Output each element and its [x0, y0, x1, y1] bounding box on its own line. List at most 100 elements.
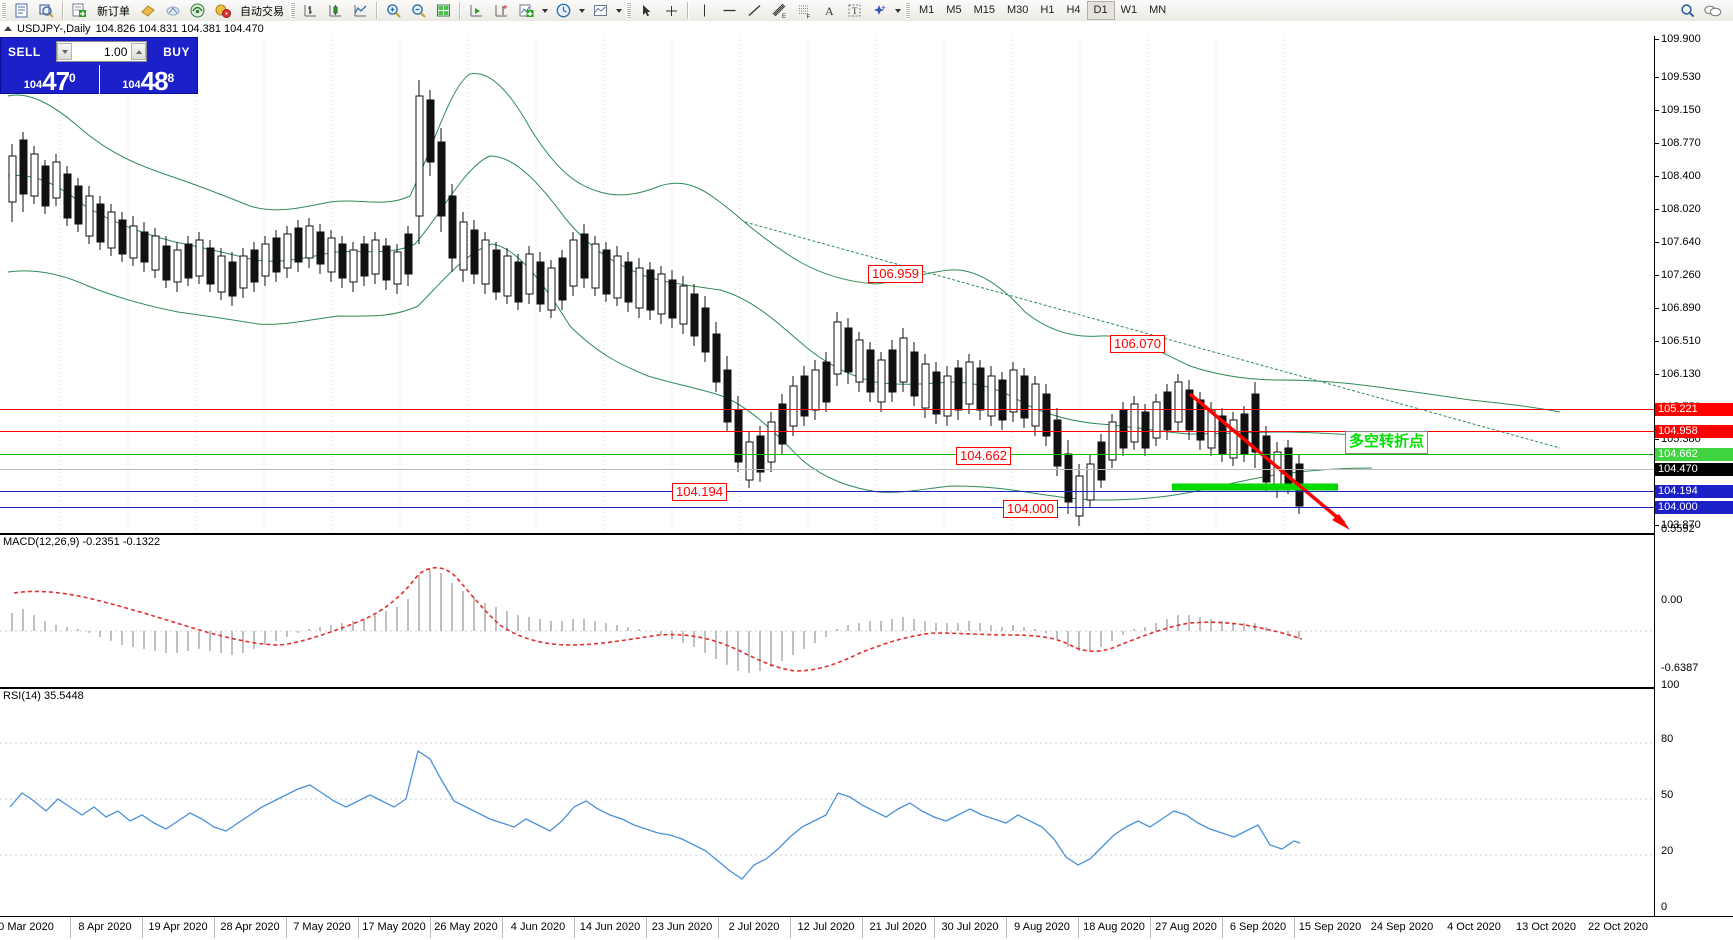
- rsi-pane[interactable]: RSI(14) 35.5448: [0, 687, 1655, 940]
- new-order-icon[interactable]: [67, 1, 92, 20]
- price-tag-104000[interactable]: 104.000: [1655, 501, 1733, 514]
- price-tick: 108.400: [1655, 170, 1701, 182]
- volume-increase-button[interactable]: [131, 43, 147, 60]
- price-tag-105221[interactable]: 105.221: [1655, 403, 1733, 416]
- auto-trading-button[interactable]: 自动交易: [240, 5, 284, 18]
- price-tick: 107.640: [1655, 236, 1701, 248]
- data-window-icon[interactable]: [34, 1, 59, 20]
- equidistant-channel-icon[interactable]: E: [767, 1, 792, 20]
- timeframe-d1[interactable]: D1: [1086, 1, 1115, 20]
- time-tick: 27 Aug 2020: [1155, 921, 1217, 933]
- tile-windows-icon[interactable]: [431, 1, 456, 20]
- timeframe-h4[interactable]: H4: [1066, 4, 1081, 16]
- candlestick-chart-icon[interactable]: [323, 1, 348, 20]
- toolbar-grip-2[interactable]: [290, 2, 295, 19]
- templates-icon[interactable]: [588, 1, 613, 20]
- annotation-106070[interactable]: 106.070: [1110, 335, 1165, 353]
- buy-button[interactable]: 104 48 8: [98, 65, 198, 96]
- buy-price-main: 48: [140, 66, 169, 96]
- price-tag-104662[interactable]: 104.662: [1655, 448, 1733, 461]
- price-chart-svg: [7, 36, 1561, 531]
- level-line-104958[interactable]: [0, 431, 1655, 432]
- price-tag-104958[interactable]: 104.958: [1655, 425, 1733, 438]
- sell-price-main: 47: [42, 66, 70, 96]
- buy-label: BUY: [163, 44, 190, 59]
- level-line-104470[interactable]: [0, 469, 1655, 470]
- svg-text:T: T: [852, 6, 858, 16]
- new-order-button[interactable]: 新订单: [97, 5, 130, 18]
- line-chart-icon[interactable]: [348, 1, 373, 20]
- fibonacci-icon[interactable]: F: [792, 1, 817, 20]
- shapes-dropdown-icon[interactable]: [895, 8, 901, 13]
- period-dropdown-icon[interactable]: [579, 8, 585, 13]
- expert-advisor-icon[interactable]: [135, 1, 160, 20]
- cursor-icon[interactable]: [634, 1, 659, 20]
- sell-button[interactable]: 104 47 0: [1, 65, 99, 94]
- volume-stepper[interactable]: 1.00: [56, 41, 148, 62]
- rsi-axis-tick: 80: [1661, 733, 1674, 745]
- period-icon[interactable]: [551, 1, 576, 20]
- time-axis[interactable]: 0 Mar 2020 8 Apr 2020 19 Apr 2020 28 Apr…: [0, 916, 1733, 938]
- timeframe-h1[interactable]: H1: [1040, 4, 1055, 16]
- indicators-dropdown-icon[interactable]: [542, 8, 548, 13]
- market-watch-icon[interactable]: [9, 1, 34, 20]
- timeframe-m1[interactable]: M1: [919, 4, 935, 16]
- indicators-icon[interactable]: [514, 1, 539, 20]
- time-tick: 7 May 2020: [293, 921, 351, 933]
- text-icon[interactable]: A: [817, 1, 842, 20]
- annotation-turning-point[interactable]: 多空转折点: [1345, 431, 1429, 454]
- chat-icon[interactable]: [1700, 1, 1725, 20]
- zoom-in-icon[interactable]: [381, 1, 406, 20]
- zoom-out-icon[interactable]: [406, 1, 431, 20]
- price-pane[interactable]: [0, 36, 1655, 531]
- time-tick: 22 Oct 2020: [1588, 921, 1648, 933]
- symbol-label: USDJPY-,Daily: [17, 22, 91, 35]
- timeframe-w1[interactable]: W1: [1120, 4, 1138, 16]
- time-tick: 14 Jun 2020: [579, 921, 641, 933]
- level-line-104000[interactable]: [0, 507, 1655, 508]
- price-tick: 108.020: [1655, 203, 1701, 215]
- timeframe-m15[interactable]: M15: [973, 4, 995, 16]
- buy-price-prefix: 104: [122, 79, 141, 91]
- cloud-icon[interactable]: [160, 1, 185, 20]
- annotation-104194[interactable]: 104.194: [672, 483, 727, 501]
- annotation-104000[interactable]: 104.000: [1003, 500, 1058, 518]
- macd-histogram: [11, 569, 1300, 673]
- shapes-icon[interactable]: [867, 1, 892, 20]
- trendline-icon[interactable]: [742, 1, 767, 20]
- annotation-106959[interactable]: 106.959: [868, 265, 923, 283]
- timeframe-m5[interactable]: M5: [946, 4, 962, 16]
- chart-shift-icon[interactable]: [464, 1, 489, 20]
- toolbar-grip-3[interactable]: [626, 2, 631, 19]
- time-tick: 0 Mar 2020: [0, 921, 54, 933]
- vertical-line-icon[interactable]: [692, 1, 717, 20]
- templates-dropdown-icon[interactable]: [616, 8, 622, 13]
- chart-canvas[interactable]: MACD(12,26,9) -0.2351 -0.1322: [0, 33, 1733, 940]
- text-label-icon[interactable]: T: [842, 1, 867, 20]
- one-click-trading-panel[interactable]: SELL 1.00 BUY 104 47 0 104 48 8: [0, 37, 198, 94]
- macd-pane[interactable]: MACD(12,26,9) -0.2351 -0.1322: [0, 533, 1655, 687]
- price-tag-104194[interactable]: 104.194: [1655, 485, 1733, 498]
- level-line-104662[interactable]: [0, 454, 1655, 455]
- timeframe-mn[interactable]: MN: [1149, 4, 1167, 16]
- main-toolbar[interactable]: 新订单 自动交易: [0, 0, 1733, 22]
- search-icon[interactable]: [1675, 1, 1700, 20]
- annotation-104662[interactable]: 104.662: [956, 447, 1011, 465]
- bar-chart-icon[interactable]: [298, 1, 323, 20]
- time-tick: 4 Jun 2020: [510, 921, 566, 933]
- time-tick: 28 Apr 2020: [220, 921, 280, 933]
- collapse-triangle-icon[interactable]: [4, 26, 12, 31]
- volume-decrease-button[interactable]: [57, 43, 73, 60]
- rsi-axis-tick: 100: [1661, 679, 1680, 691]
- crosshair-icon[interactable]: [659, 1, 684, 20]
- level-line-104194[interactable]: [0, 491, 1655, 492]
- toolbar-grip-4[interactable]: [905, 2, 910, 19]
- toolbar-grip[interactable]: [1, 2, 6, 19]
- level-line-105221[interactable]: [0, 409, 1655, 410]
- signals-icon[interactable]: [185, 1, 210, 20]
- auto-scroll-icon[interactable]: [489, 1, 514, 20]
- auto-trading-icon[interactable]: [210, 1, 235, 20]
- volume-input[interactable]: 1.00: [104, 44, 128, 59]
- horizontal-line-icon[interactable]: [717, 1, 742, 20]
- timeframe-m30[interactable]: M30: [1006, 4, 1029, 16]
